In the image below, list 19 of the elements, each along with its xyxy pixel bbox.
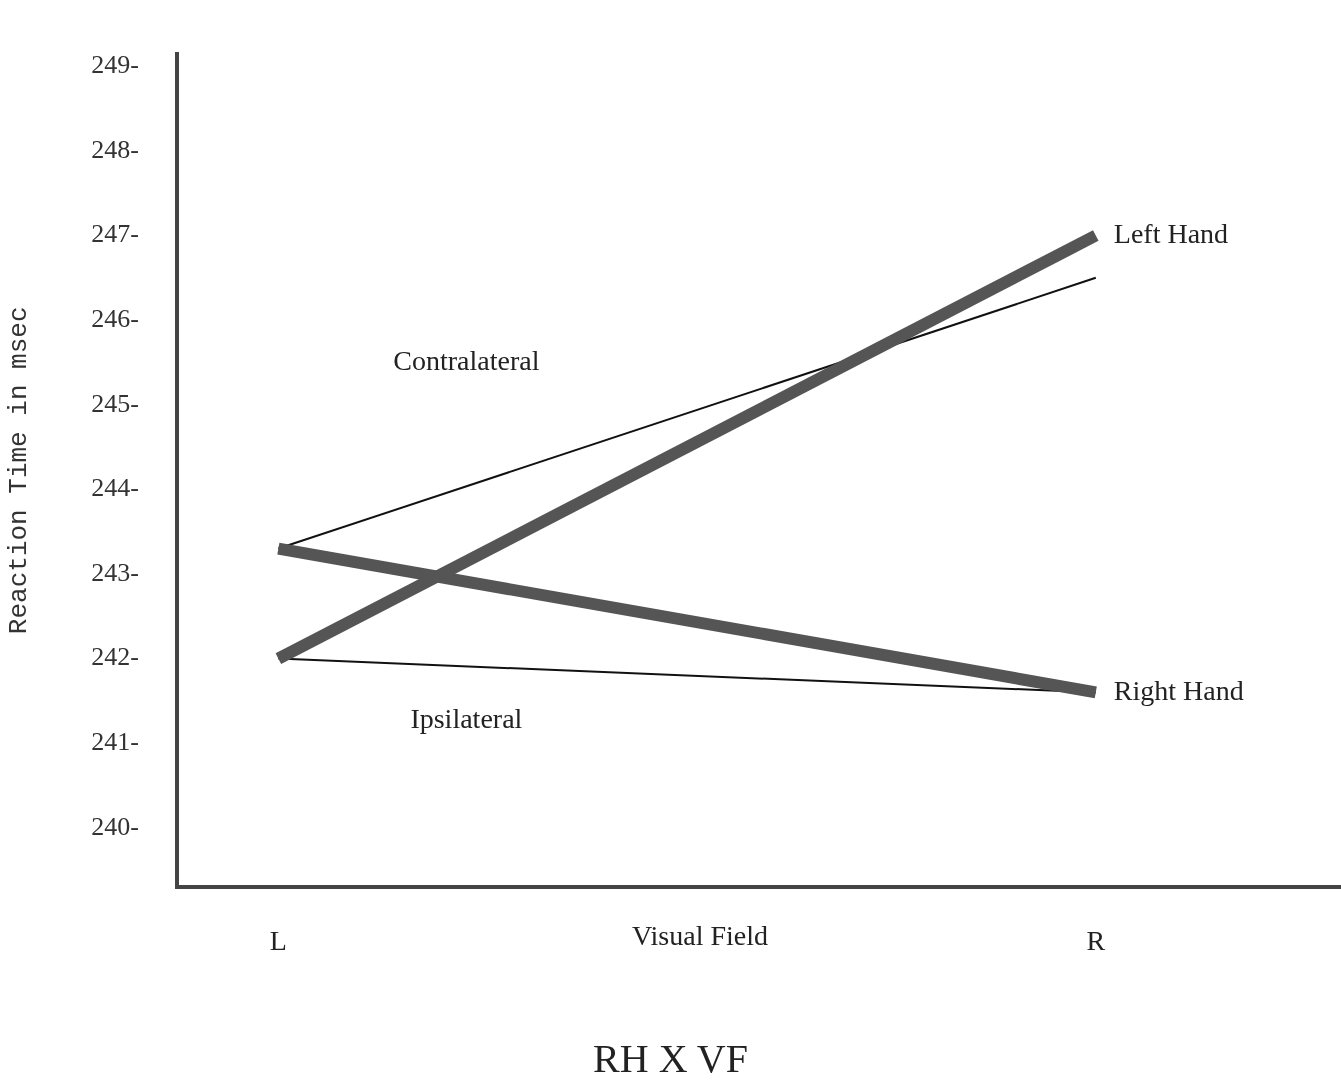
x-axis-title: Visual Field [631, 920, 769, 952]
y-tick-label: 243- [91, 557, 139, 587]
series-label: Right Hand [1113, 674, 1244, 706]
x-tick-label: L [269, 925, 287, 957]
y-axis-title: Reaction Time in msec [4, 306, 35, 635]
y-tick-label: 242- [91, 642, 139, 672]
y-tick-label: 244- [91, 473, 139, 503]
y-tick-label: 245- [91, 388, 139, 418]
text: Contralateral [393, 344, 540, 376]
y-tick-label: 248- [91, 134, 139, 164]
y-tick-label: 240- [91, 811, 139, 841]
series-label: Ipsilateral [410, 702, 523, 734]
y-tick-label: 247- [91, 219, 139, 249]
text: RH X VF [592, 1035, 749, 1082]
y-tick-label: 241- [91, 726, 139, 756]
y-tick-label: 249- [91, 50, 139, 80]
x-tick-label: R [1086, 925, 1106, 957]
y-tick-label: 246- [91, 303, 139, 333]
series-label: Left Hand [1113, 217, 1229, 249]
